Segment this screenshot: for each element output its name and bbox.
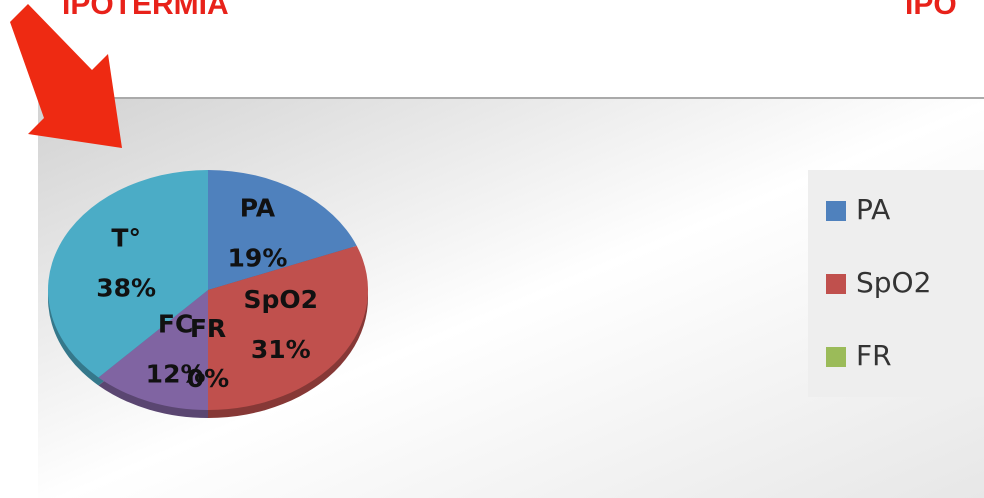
data-label-value: 0% <box>187 364 229 393</box>
legend-swatch <box>826 347 846 367</box>
data-label-value: 31% <box>251 335 311 364</box>
data-label-name: SpO2 <box>244 285 319 314</box>
legend-label: FR <box>856 339 892 372</box>
legend-swatch <box>826 201 846 221</box>
data-label-name: FR <box>190 314 226 343</box>
legend-label: PA <box>856 193 890 226</box>
legend: PASpO2FRFCT° <box>808 170 984 397</box>
heading: IPOTERMIA <box>62 0 229 21</box>
pie-slice <box>98 290 208 410</box>
heading: IPO <box>905 0 957 21</box>
arrow <box>10 4 122 148</box>
legend-label: SpO2 <box>856 266 931 299</box>
pie-slice <box>208 245 369 410</box>
pie: PA 19% SpO2 31% FR 0% FC 12% T° 38% <box>48 170 369 418</box>
data-label-name: PA <box>240 193 276 222</box>
legend-swatch <box>826 274 846 294</box>
pie-slice <box>48 170 209 378</box>
pie-slice <box>208 170 357 290</box>
data-label-value: 12% <box>146 359 206 388</box>
data-label-name: FC <box>158 309 193 338</box>
data-label-value: 19% <box>228 243 288 272</box>
data-label-value: 38% <box>96 274 156 303</box>
data-label-name: T° <box>111 224 141 253</box>
